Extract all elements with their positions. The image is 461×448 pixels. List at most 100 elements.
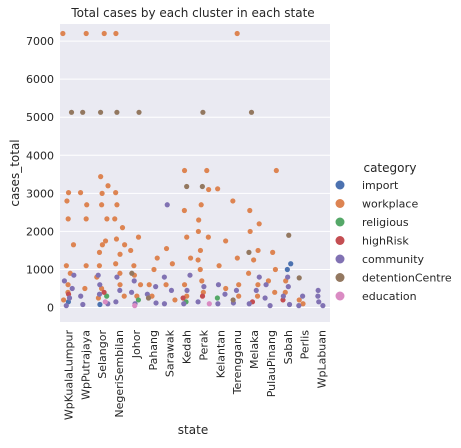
data-point bbox=[153, 300, 158, 305]
y-tick-label: 6000 bbox=[26, 73, 54, 86]
legend-marker bbox=[336, 181, 345, 190]
data-point bbox=[198, 248, 203, 253]
data-point bbox=[285, 274, 290, 279]
data-point bbox=[114, 274, 119, 279]
y-tick-label: 5000 bbox=[26, 111, 54, 124]
data-point bbox=[216, 263, 221, 268]
data-point bbox=[272, 290, 277, 295]
data-point bbox=[236, 294, 241, 299]
data-point bbox=[132, 278, 137, 283]
data-point bbox=[255, 248, 260, 253]
data-point bbox=[60, 31, 65, 36]
data-point bbox=[69, 110, 74, 115]
y-tick-labels: 01000200030004000500060007000 bbox=[26, 35, 54, 314]
data-point bbox=[97, 302, 102, 307]
data-point bbox=[71, 242, 76, 247]
data-point bbox=[206, 235, 211, 240]
legend-marker bbox=[336, 199, 345, 208]
data-point bbox=[163, 282, 168, 287]
data-point bbox=[247, 208, 252, 213]
data-point bbox=[114, 236, 119, 241]
legend-marker bbox=[336, 218, 345, 227]
data-point bbox=[182, 282, 187, 287]
data-point bbox=[98, 110, 103, 115]
data-point bbox=[251, 257, 256, 262]
data-point bbox=[80, 110, 85, 115]
data-point bbox=[274, 168, 279, 173]
data-point bbox=[254, 288, 259, 293]
data-point bbox=[184, 288, 189, 293]
data-point bbox=[215, 295, 220, 300]
data-point bbox=[200, 184, 205, 189]
data-point bbox=[105, 183, 110, 188]
data-point bbox=[136, 110, 141, 115]
legend-label: detentionCentre bbox=[362, 272, 452, 285]
legend-marker bbox=[336, 292, 345, 301]
data-point bbox=[103, 299, 108, 304]
data-point bbox=[188, 255, 193, 260]
legend-marker bbox=[336, 236, 345, 245]
data-point bbox=[98, 174, 103, 179]
data-point bbox=[257, 274, 262, 279]
data-point bbox=[169, 288, 174, 293]
data-point bbox=[199, 278, 204, 283]
x-tick-label: Selangor bbox=[96, 330, 109, 379]
data-point bbox=[200, 110, 205, 115]
data-point bbox=[200, 294, 205, 299]
data-point bbox=[122, 294, 127, 299]
data-point bbox=[162, 274, 167, 279]
data-point bbox=[129, 271, 134, 276]
y-tick-label: 2000 bbox=[26, 225, 54, 238]
data-point bbox=[230, 198, 235, 203]
data-point bbox=[201, 284, 206, 289]
data-point bbox=[223, 238, 228, 243]
data-point bbox=[270, 250, 275, 255]
x-tick-label: Johor bbox=[130, 330, 143, 360]
data-point bbox=[231, 297, 236, 302]
data-point bbox=[120, 225, 125, 230]
data-point bbox=[64, 198, 69, 203]
data-point bbox=[65, 282, 70, 287]
data-point bbox=[246, 250, 251, 255]
data-point bbox=[136, 235, 141, 240]
data-point bbox=[61, 297, 66, 302]
data-point bbox=[117, 252, 122, 257]
data-point bbox=[216, 282, 221, 287]
data-point bbox=[113, 261, 118, 266]
data-point bbox=[247, 301, 252, 306]
data-point bbox=[273, 267, 278, 272]
y-tick-label: 4000 bbox=[26, 149, 54, 162]
data-point bbox=[287, 302, 292, 307]
x-tick-label: Kedah bbox=[181, 330, 194, 364]
data-point bbox=[117, 282, 122, 287]
data-point bbox=[285, 267, 290, 272]
data-point bbox=[114, 202, 119, 207]
data-point bbox=[78, 294, 83, 299]
data-point bbox=[320, 303, 325, 308]
data-point bbox=[113, 31, 118, 36]
data-point bbox=[196, 229, 201, 234]
data-point bbox=[64, 263, 69, 268]
data-point bbox=[187, 273, 192, 278]
data-point bbox=[66, 216, 71, 221]
data-point bbox=[101, 290, 106, 295]
data-point bbox=[64, 303, 69, 308]
data-point bbox=[215, 186, 220, 191]
data-point bbox=[104, 216, 109, 221]
data-point bbox=[286, 233, 291, 238]
data-point bbox=[122, 242, 127, 247]
y-axis-title: cases_total bbox=[8, 139, 22, 206]
data-point bbox=[246, 271, 251, 276]
data-point bbox=[151, 267, 156, 272]
data-point bbox=[180, 295, 185, 300]
legend-label: highRisk bbox=[362, 235, 409, 248]
data-point bbox=[113, 190, 118, 195]
data-point bbox=[99, 202, 104, 207]
y-tick-label: 0 bbox=[47, 302, 54, 315]
data-point bbox=[146, 295, 151, 300]
data-point bbox=[97, 282, 102, 287]
data-point bbox=[165, 202, 170, 207]
data-point bbox=[100, 191, 105, 196]
x-tick-label: WpLabuan bbox=[316, 330, 329, 388]
